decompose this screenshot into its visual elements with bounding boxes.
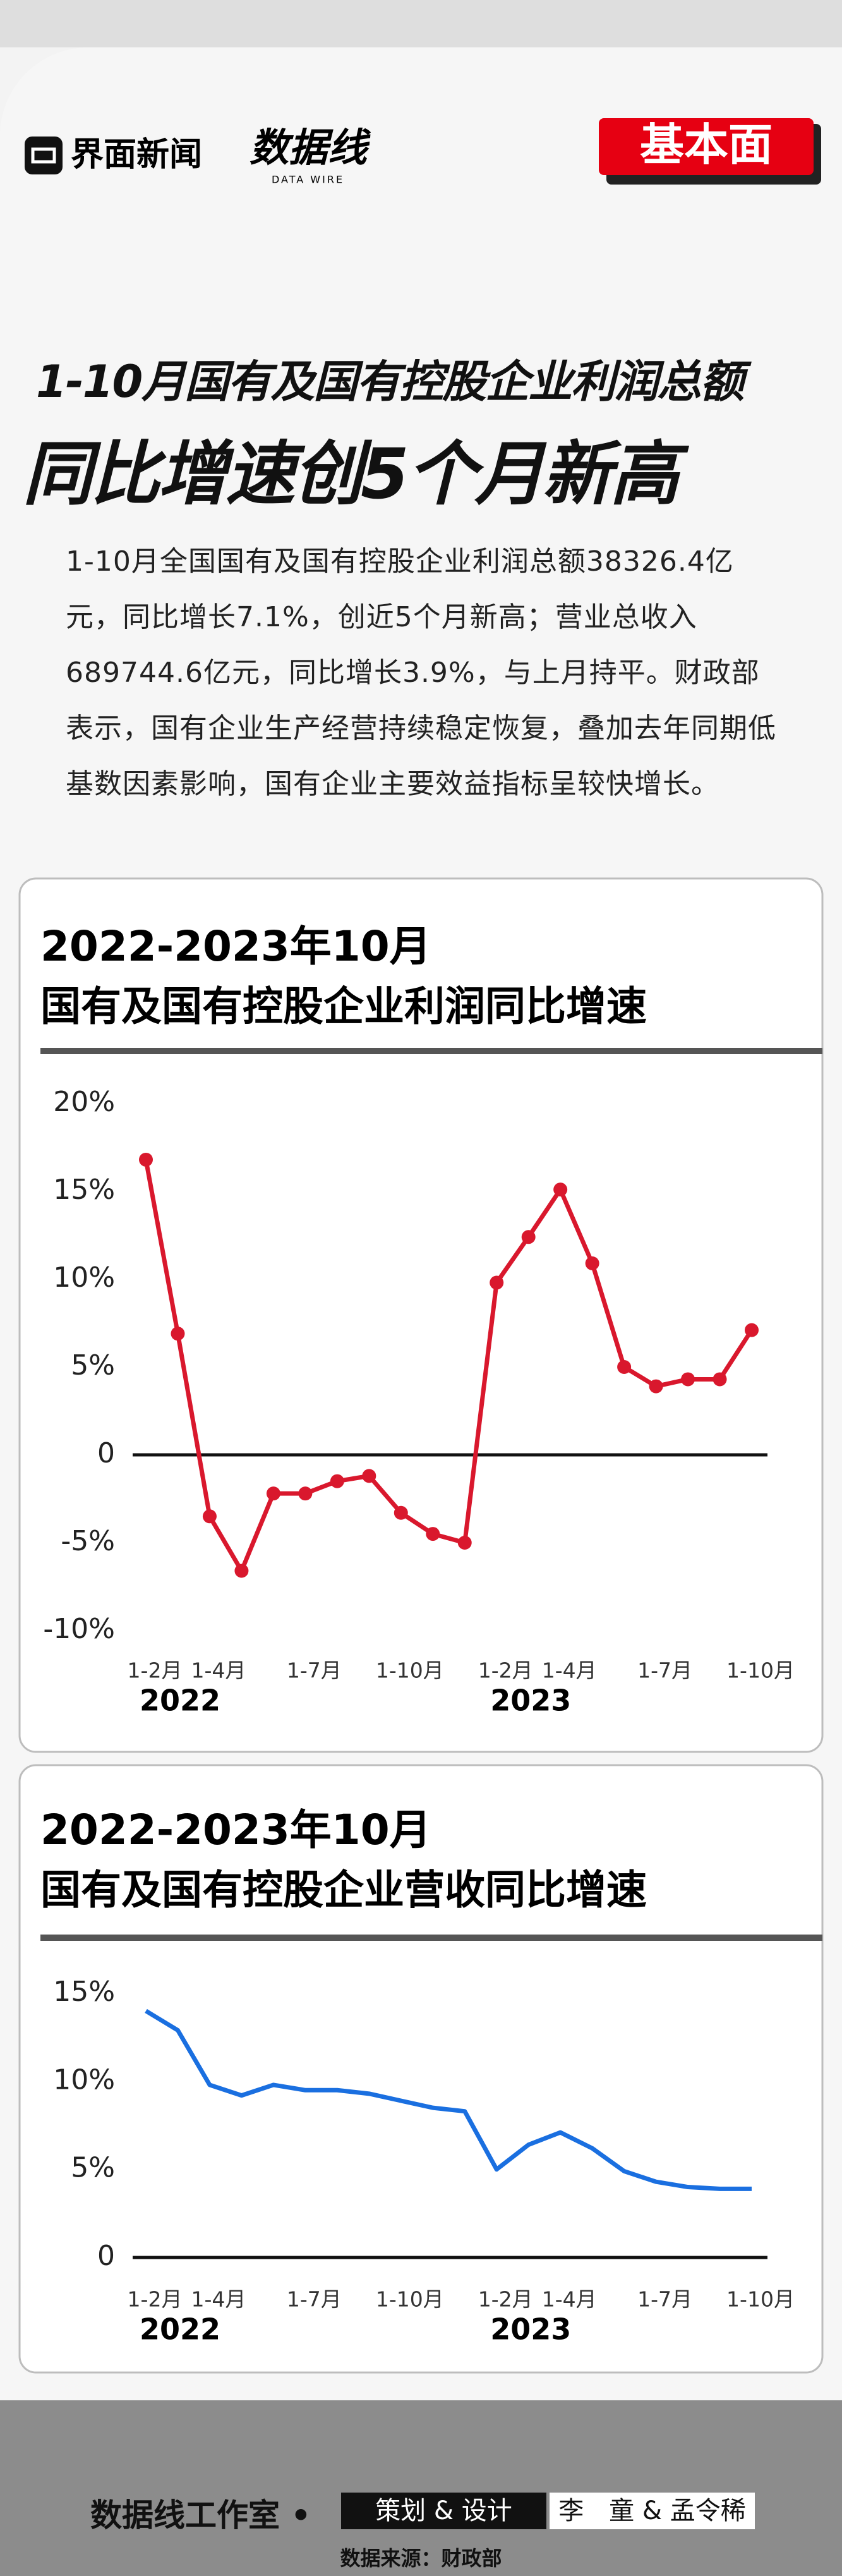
chart-subtitle: 国有及国有控股企业利润同比增速 xyxy=(40,984,647,1031)
point xyxy=(713,1372,727,1387)
point xyxy=(394,1505,408,1520)
y-tick-label: -10% xyxy=(43,1613,115,1645)
y-tick-label: 10% xyxy=(53,1261,115,1294)
x-group-label: 2022 xyxy=(140,1684,220,1718)
point xyxy=(362,1469,376,1483)
point xyxy=(681,1372,695,1387)
body-text: 1-10月全国国有及国有控股企业利润总额38326.4亿元，同比增长7.1%，创… xyxy=(66,545,776,800)
point xyxy=(457,1536,472,1550)
point xyxy=(617,1360,632,1374)
point xyxy=(202,1509,217,1524)
point xyxy=(426,1527,440,1541)
point xyxy=(649,1379,663,1394)
card xyxy=(18,1764,824,2374)
footer: 数据线工作室 • 策划 & 设计 李 童 & 孟令稀 数据来源：财政部 xyxy=(0,2400,842,2576)
point xyxy=(585,1256,599,1270)
y-tick-label: 15% xyxy=(53,1976,115,2008)
x-group-label: 2022 xyxy=(140,2312,220,2347)
point xyxy=(330,1474,344,1488)
role: 策划 & 设计 xyxy=(341,2493,546,2529)
title-rule xyxy=(40,1935,822,1941)
headline: 同比增速创5个月新高 xyxy=(23,434,680,514)
authors: 李 童 & 孟令稀 xyxy=(550,2493,755,2529)
logo2-sub: DATA WIRE xyxy=(272,174,344,186)
chart-title: 2022-2023年10月 xyxy=(40,922,431,971)
x-tick-label: 1-7月 xyxy=(637,2287,692,2312)
x-tick-label: 1-7月 xyxy=(287,1658,342,1683)
point xyxy=(745,1323,759,1337)
x-tick-label: 1-4月 xyxy=(191,1658,246,1683)
y-tick-label: 5% xyxy=(71,2152,115,2184)
x-tick-label: 1-2月 xyxy=(478,1658,533,1683)
x-tick-label: 1-4月 xyxy=(191,2287,246,2312)
point xyxy=(139,1152,153,1167)
x-tick-label: 1-2月 xyxy=(128,1658,183,1683)
x-tick-label: 1-2月 xyxy=(478,2287,533,2312)
point xyxy=(171,1327,185,1341)
logo-icon xyxy=(25,137,63,174)
y-tick-label: 20% xyxy=(53,1086,115,1118)
y-tick-label: 5% xyxy=(71,1349,115,1382)
x-tick-label: 1-2月 xyxy=(128,2287,183,2312)
badge xyxy=(599,118,814,175)
chart-title: 2022-2023年10月 xyxy=(40,1806,431,1854)
point xyxy=(298,1486,313,1501)
studio: 数据线工作室 • xyxy=(90,2496,311,2534)
logo: 界面新闻 xyxy=(71,136,202,174)
x-tick-label: 1-7月 xyxy=(637,1658,692,1683)
x-group-label: 2023 xyxy=(490,2312,571,2347)
point xyxy=(490,1275,504,1290)
x-group-label: 2023 xyxy=(490,1684,571,1718)
y-tick-label: 0 xyxy=(97,2240,115,2272)
x-tick-label: 1-7月 xyxy=(287,2287,342,2312)
chart-subtitle: 国有及国有控股企业营收同比增速 xyxy=(40,1868,647,1914)
y-tick-label: 0 xyxy=(97,1437,115,1469)
point xyxy=(234,1564,249,1578)
y-tick-label: 10% xyxy=(53,2063,115,2096)
x-tick-label: 1-10月 xyxy=(726,1658,795,1683)
title-rule xyxy=(40,1048,822,1054)
source: 数据来源：财政部 xyxy=(340,2546,502,2570)
point xyxy=(521,1230,536,1244)
headline: 1-10月国有及国有控股企业利润总额 xyxy=(36,356,744,408)
logo-icon-inner xyxy=(31,147,56,164)
y-tick-label: -5% xyxy=(61,1525,115,1557)
x-tick-label: 1-10月 xyxy=(376,2287,444,2312)
x-tick-label: 1-4月 xyxy=(542,2287,597,2312)
line xyxy=(145,2008,752,2191)
y-tick-label: 15% xyxy=(53,1174,115,1206)
x-tick-label: 1-4月 xyxy=(542,1658,597,1683)
x-tick-label: 1-10月 xyxy=(376,1658,444,1683)
badge-text: 基本面 xyxy=(640,119,773,171)
x-tick-label: 1-10月 xyxy=(726,2287,795,2312)
logo2: 数据线 xyxy=(250,125,371,171)
point xyxy=(553,1182,568,1197)
point xyxy=(266,1486,280,1501)
top-strip xyxy=(0,0,842,47)
